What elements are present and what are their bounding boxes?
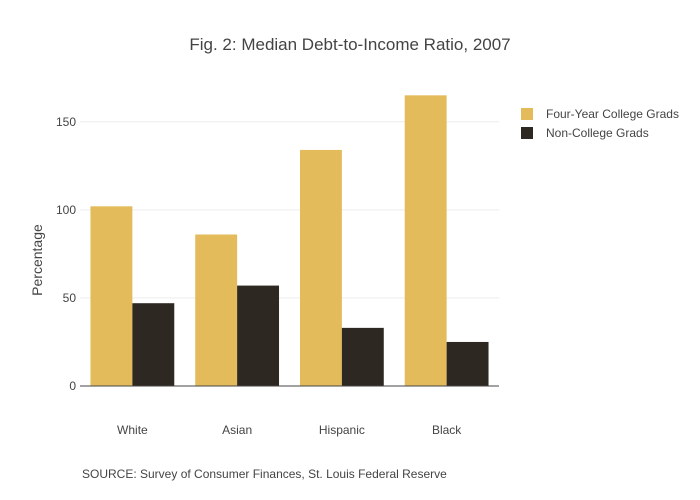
source-note: SOURCE: Survey of Consumer Finances, St.… — [82, 467, 447, 481]
legend-swatch — [521, 108, 533, 120]
bar-white-series-2 — [132, 303, 175, 386]
bar-asian-series-2 — [237, 285, 280, 386]
y-axis-title: Percentage — [29, 224, 45, 296]
bar-hispanic-series-2 — [341, 327, 384, 386]
x-tick-label: Asian — [222, 423, 252, 437]
bar-hispanic-series-1 — [299, 149, 342, 386]
x-tick-label: Black — [432, 423, 462, 437]
x-tick-label: White — [117, 423, 148, 437]
y-tick-label: 50 — [63, 291, 77, 305]
y-tick-label: 100 — [56, 203, 76, 217]
bars — [90, 95, 489, 387]
legend-label: Non-College Grads — [546, 126, 649, 140]
y-tick-label: 150 — [56, 115, 76, 129]
legend-label: Four-Year College Grads — [546, 107, 679, 121]
bar-white-series-1 — [90, 206, 133, 386]
legend: Four-Year College Grads Non-College Grads — [521, 107, 679, 140]
chart-title: Fig. 2: Median Debt-to-Income Ratio, 200… — [189, 35, 510, 54]
y-tick-labels: 0 50 100 150 — [56, 115, 76, 393]
x-tick-labels: White Asian Hispanic Black — [117, 423, 462, 437]
legend-swatch — [521, 127, 533, 139]
y-tick-label: 0 — [69, 379, 76, 393]
bar-black-series-2 — [446, 341, 489, 386]
bar-asian-series-1 — [195, 234, 238, 386]
bar-black-series-1 — [404, 95, 447, 387]
x-tick-label: Hispanic — [319, 423, 365, 437]
